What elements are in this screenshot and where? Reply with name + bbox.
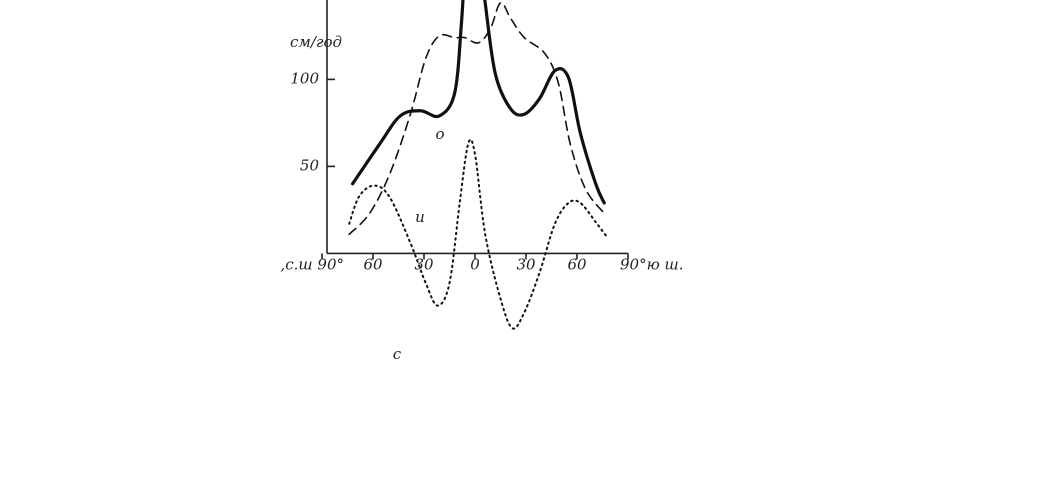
y-axis-label: см/год	[290, 33, 342, 51]
y-tick-label: 50	[300, 156, 320, 174]
series-label: и	[415, 208, 425, 226]
line-series	[348, 1, 605, 236]
series-label: с	[393, 345, 402, 363]
line-series	[348, 138, 609, 330]
series-label: о	[435, 125, 444, 143]
y-tick-label: 100	[290, 69, 319, 87]
line-series	[351, 0, 606, 205]
x-tick-label: 60	[363, 255, 383, 273]
x-tick-label: ,с.ш 90°	[280, 255, 344, 273]
x-tick-label: 60	[567, 255, 587, 273]
x-tick-label: 0	[470, 255, 480, 273]
x-tick-label: 30	[516, 255, 536, 273]
x-tick-label: 30	[414, 255, 434, 273]
x-tick-label: 90°ю ш.	[620, 255, 684, 273]
